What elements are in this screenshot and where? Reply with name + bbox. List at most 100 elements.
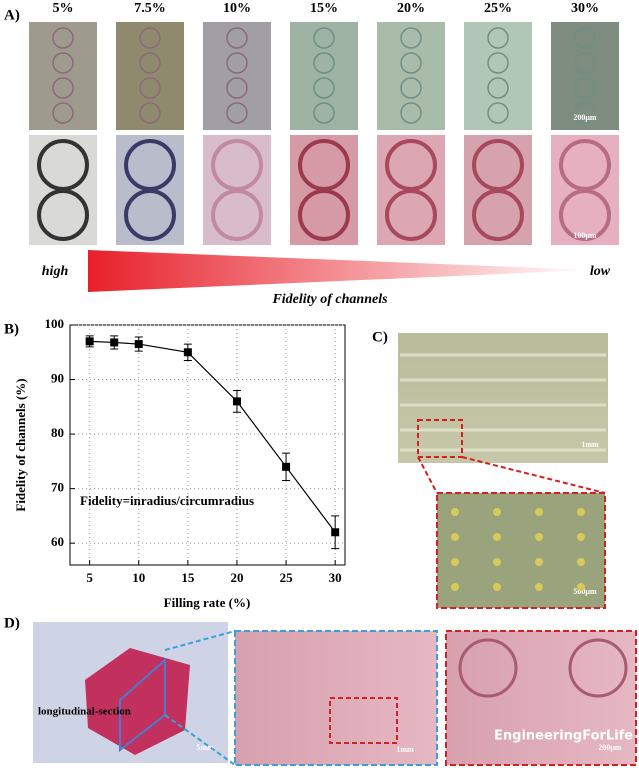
zoom-image — [445, 630, 637, 766]
channel-dot — [451, 558, 459, 566]
scale-label: 100μm — [573, 231, 597, 240]
column-label: 20% — [397, 1, 425, 16]
channel — [400, 52, 422, 74]
x-tick-label: 10 — [132, 570, 145, 585]
x-tick-label: 5 — [86, 570, 93, 585]
channel — [313, 27, 335, 49]
channel-dot — [577, 533, 585, 541]
annotation: Fidelity=inradius/circumradius — [80, 493, 254, 508]
channel — [574, 77, 596, 99]
channel-dot — [493, 583, 501, 591]
scaffold-texture — [400, 353, 606, 452]
channel — [568, 638, 628, 698]
channel — [139, 77, 161, 99]
panel-label: D) — [4, 615, 20, 631]
channel — [559, 189, 611, 241]
channel-dot — [535, 583, 543, 591]
channel — [52, 52, 74, 74]
channel-dot — [451, 533, 459, 541]
zoom-line — [164, 630, 236, 651]
top-image — [29, 22, 97, 130]
top-image — [203, 22, 271, 130]
zoom-box — [329, 697, 398, 744]
channel — [487, 27, 509, 49]
zoom-line — [164, 714, 236, 766]
data-point — [110, 338, 119, 347]
column-label: 10% — [223, 1, 251, 16]
channel — [298, 189, 350, 241]
channel-dot — [535, 558, 543, 566]
zoom-line — [461, 456, 606, 494]
top-image — [116, 22, 184, 130]
scale-label: 1mm — [396, 745, 414, 754]
x-tick-label: 20 — [230, 570, 243, 585]
channel — [487, 102, 509, 124]
channel — [400, 102, 422, 124]
column-label: 5% — [53, 1, 74, 16]
channel-dot — [535, 533, 543, 541]
channel-dot — [493, 558, 501, 566]
gradient-caption: Fidelity of channels — [271, 292, 388, 307]
column-label: 30% — [571, 1, 599, 16]
channel — [52, 102, 74, 124]
scaffold-image — [398, 333, 608, 463]
channel — [211, 189, 263, 241]
column-label: 15% — [310, 1, 338, 16]
scale-label: 1mm — [581, 440, 599, 449]
x-tick-label: 30 — [329, 570, 342, 585]
channel-dot — [451, 583, 459, 591]
top-image — [377, 22, 445, 130]
fidelity-wedge — [88, 250, 592, 292]
channel — [574, 102, 596, 124]
data-point — [232, 397, 241, 406]
scale-label: 200μm — [573, 113, 597, 122]
scale-label: 200μm — [598, 743, 622, 752]
channel-dot — [577, 558, 585, 566]
channel-dot — [493, 508, 501, 516]
section-label: longitudinal-section — [38, 706, 131, 718]
channel — [458, 638, 518, 698]
x-axis-label: Filling rate (%) — [164, 595, 251, 610]
data-point — [331, 528, 340, 537]
channel — [52, 27, 74, 49]
channel — [124, 189, 176, 241]
channel — [37, 189, 89, 241]
panel-label: A) — [4, 7, 20, 23]
plot-frame — [69, 324, 346, 566]
channel — [139, 102, 161, 124]
gradient-right: low — [590, 264, 611, 279]
channel-dot — [451, 508, 459, 516]
column-label: 7.5% — [134, 1, 166, 16]
top-image — [464, 22, 532, 130]
scale-label: 500μm — [573, 587, 597, 596]
x-tick-label: 15 — [181, 570, 195, 585]
channel-dot — [577, 583, 585, 591]
watermark: EngineeringForLife — [494, 729, 633, 744]
panel-label: B) — [4, 321, 19, 337]
channel — [400, 77, 422, 99]
y-tick-label: 60 — [51, 534, 64, 549]
channel-dot — [577, 508, 585, 516]
zoom-line — [417, 456, 438, 494]
y-axis-label: Fidelity of channels (%) — [13, 378, 28, 511]
data-point — [183, 348, 192, 357]
channel — [313, 77, 335, 99]
channel-dot — [493, 533, 501, 541]
channel — [226, 52, 248, 74]
channel — [52, 77, 74, 99]
channel — [487, 77, 509, 99]
y-tick-label: 70 — [51, 480, 64, 495]
channel — [139, 27, 161, 49]
channel — [313, 52, 335, 74]
channel — [487, 52, 509, 74]
channel-dot — [535, 508, 543, 516]
top-image — [290, 22, 358, 130]
channel — [226, 102, 248, 124]
channel — [226, 27, 248, 49]
data-point — [134, 340, 143, 349]
y-tick-label: 80 — [51, 425, 64, 440]
channel — [385, 189, 437, 241]
y-tick-label: 90 — [51, 371, 64, 386]
channel — [574, 52, 596, 74]
